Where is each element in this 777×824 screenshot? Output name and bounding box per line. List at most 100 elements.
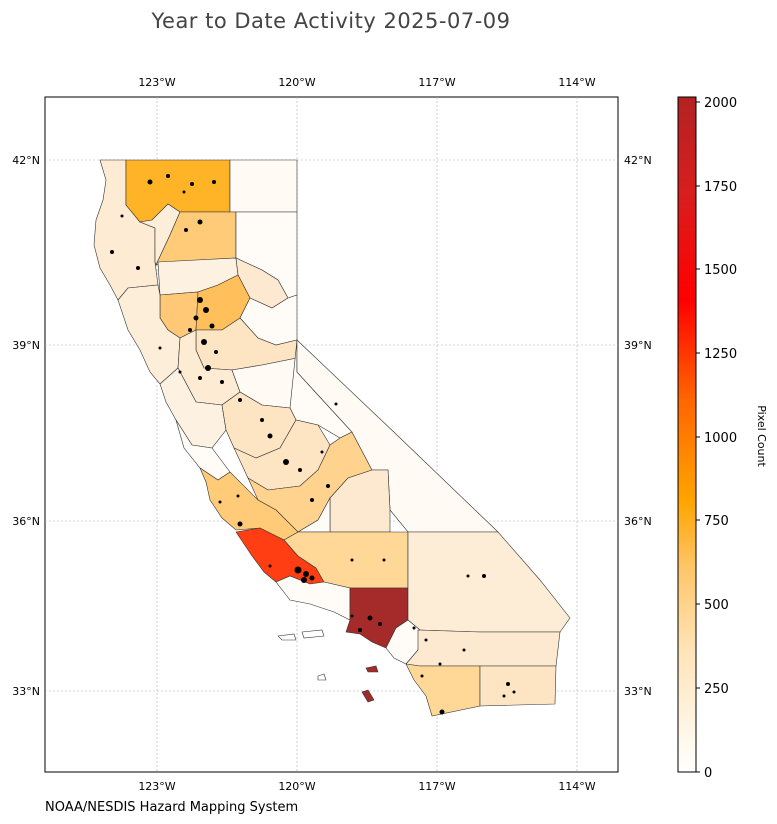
fire-point: [203, 307, 209, 313]
fire-point: [367, 615, 373, 621]
island-1: [277, 633, 297, 641]
colorbar-label: Pixel Count: [755, 405, 768, 467]
fire-point: [301, 577, 307, 583]
california-counties: [93, 159, 571, 717]
lon-label-top: 123°W: [138, 76, 175, 89]
lon-label-top: 114°W: [558, 76, 595, 89]
fire-point: [147, 179, 153, 185]
county-imperial: [479, 665, 557, 707]
lon-label-bottom: 120°W: [278, 780, 315, 793]
lon-label-top: 117°W: [418, 76, 455, 89]
county-san-diego: [405, 663, 481, 717]
colorbar-tick-label: 1750: [704, 180, 737, 195]
fire-point: [198, 376, 202, 380]
source-attribution: NOAA/NESDIS Hazard Mapping System: [45, 800, 298, 815]
chart-title: Year to Date Activity 2025-07-09: [150, 9, 510, 33]
fire-point: [268, 564, 272, 568]
fire-point: [303, 571, 309, 577]
bottom-lon-labels: 123°W 120°W 117°W 114°W: [138, 780, 595, 793]
fire-point: [197, 219, 203, 225]
fire-point: [205, 365, 211, 371]
fire-point: [350, 614, 354, 618]
lat-label-left: 33°N: [12, 685, 40, 698]
lat-label-left: 39°N: [12, 339, 40, 352]
left-lat-labels: 42°N 39°N 36°N 33°N: [12, 154, 40, 698]
lon-label-bottom: 123°W: [138, 780, 175, 793]
island-2: [301, 629, 325, 639]
colorbar-tick-label: 2000: [704, 96, 737, 111]
fire-point: [110, 250, 114, 254]
fire-point: [283, 459, 289, 465]
island-3: [365, 665, 379, 673]
fire-point: [512, 690, 516, 694]
fire-point: [212, 180, 216, 184]
fire-detections: [110, 174, 516, 715]
colorbar-tick-label: 0: [704, 766, 712, 781]
lon-label-bottom: 114°W: [558, 780, 595, 793]
fire-point: [201, 339, 207, 345]
fire-point: [166, 174, 170, 178]
lat-label-right: 39°N: [624, 339, 652, 352]
fire-point: [466, 574, 470, 578]
colorbar-ticks: [696, 101, 700, 773]
fire-point: [182, 190, 186, 194]
fire-point: [382, 558, 386, 562]
fire-point: [214, 350, 218, 354]
fire-point: [506, 682, 510, 686]
fire-point: [378, 622, 382, 626]
county-riverside: [405, 629, 561, 667]
fire-point: [193, 315, 199, 321]
fire-point: [188, 328, 192, 332]
fire-point: [237, 521, 243, 527]
island-4: [317, 673, 327, 681]
fire-point: [350, 558, 354, 562]
county-bay-area: [159, 367, 227, 449]
fire-point: [294, 566, 302, 574]
colorbar: 0 250 500 750 1000 1250 1500 1750 2000 P…: [677, 96, 768, 781]
fire-point: [326, 484, 330, 488]
colorbar-tick-label: 1250: [704, 347, 737, 362]
colorbar-tick-label: 750: [704, 514, 729, 529]
fire-point: [184, 228, 188, 232]
colorbar-tick-label: 500: [704, 598, 729, 613]
fire-point: [310, 498, 314, 502]
fire-point: [209, 323, 215, 329]
colorbar-tick-label: 1000: [704, 431, 737, 446]
colorbar-gradient: [677, 96, 697, 773]
fire-point: [220, 380, 224, 384]
fire-point: [158, 346, 162, 350]
colorbar-tick-label: 1500: [704, 263, 737, 278]
fire-point: [120, 214, 124, 218]
fire-point: [236, 494, 240, 498]
fire-point: [260, 418, 264, 422]
fire-point: [178, 370, 182, 374]
fire-point: [197, 297, 203, 303]
fire-point: [267, 433, 273, 439]
fire-point: [218, 500, 222, 504]
fire-point: [502, 694, 506, 698]
fire-point: [412, 626, 416, 630]
fire-point: [439, 709, 445, 715]
fire-point: [438, 662, 442, 666]
right-lat-labels: 42°N 39°N 36°N 33°N: [624, 154, 652, 698]
colorbar-tick-label: 250: [704, 682, 729, 697]
island-5: [361, 689, 375, 703]
lat-label-right: 36°N: [624, 515, 652, 528]
top-lon-labels: 123°W 120°W 117°W 114°W: [138, 76, 595, 89]
fire-point: [420, 674, 424, 678]
fire-point: [462, 648, 466, 652]
fire-point: [309, 575, 315, 581]
lon-label-top: 120°W: [278, 76, 315, 89]
lon-label-bottom: 117°W: [418, 780, 455, 793]
lat-label-left: 42°N: [12, 154, 40, 167]
county-modoc: [229, 159, 298, 213]
fire-point: [238, 398, 242, 402]
fire-point: [358, 628, 362, 632]
fire-point: [136, 266, 140, 270]
fire-point: [190, 182, 194, 186]
lat-label-right: 42°N: [624, 154, 652, 167]
fire-point: [298, 468, 302, 472]
lat-label-right: 33°N: [624, 685, 652, 698]
fire-point: [424, 638, 428, 642]
